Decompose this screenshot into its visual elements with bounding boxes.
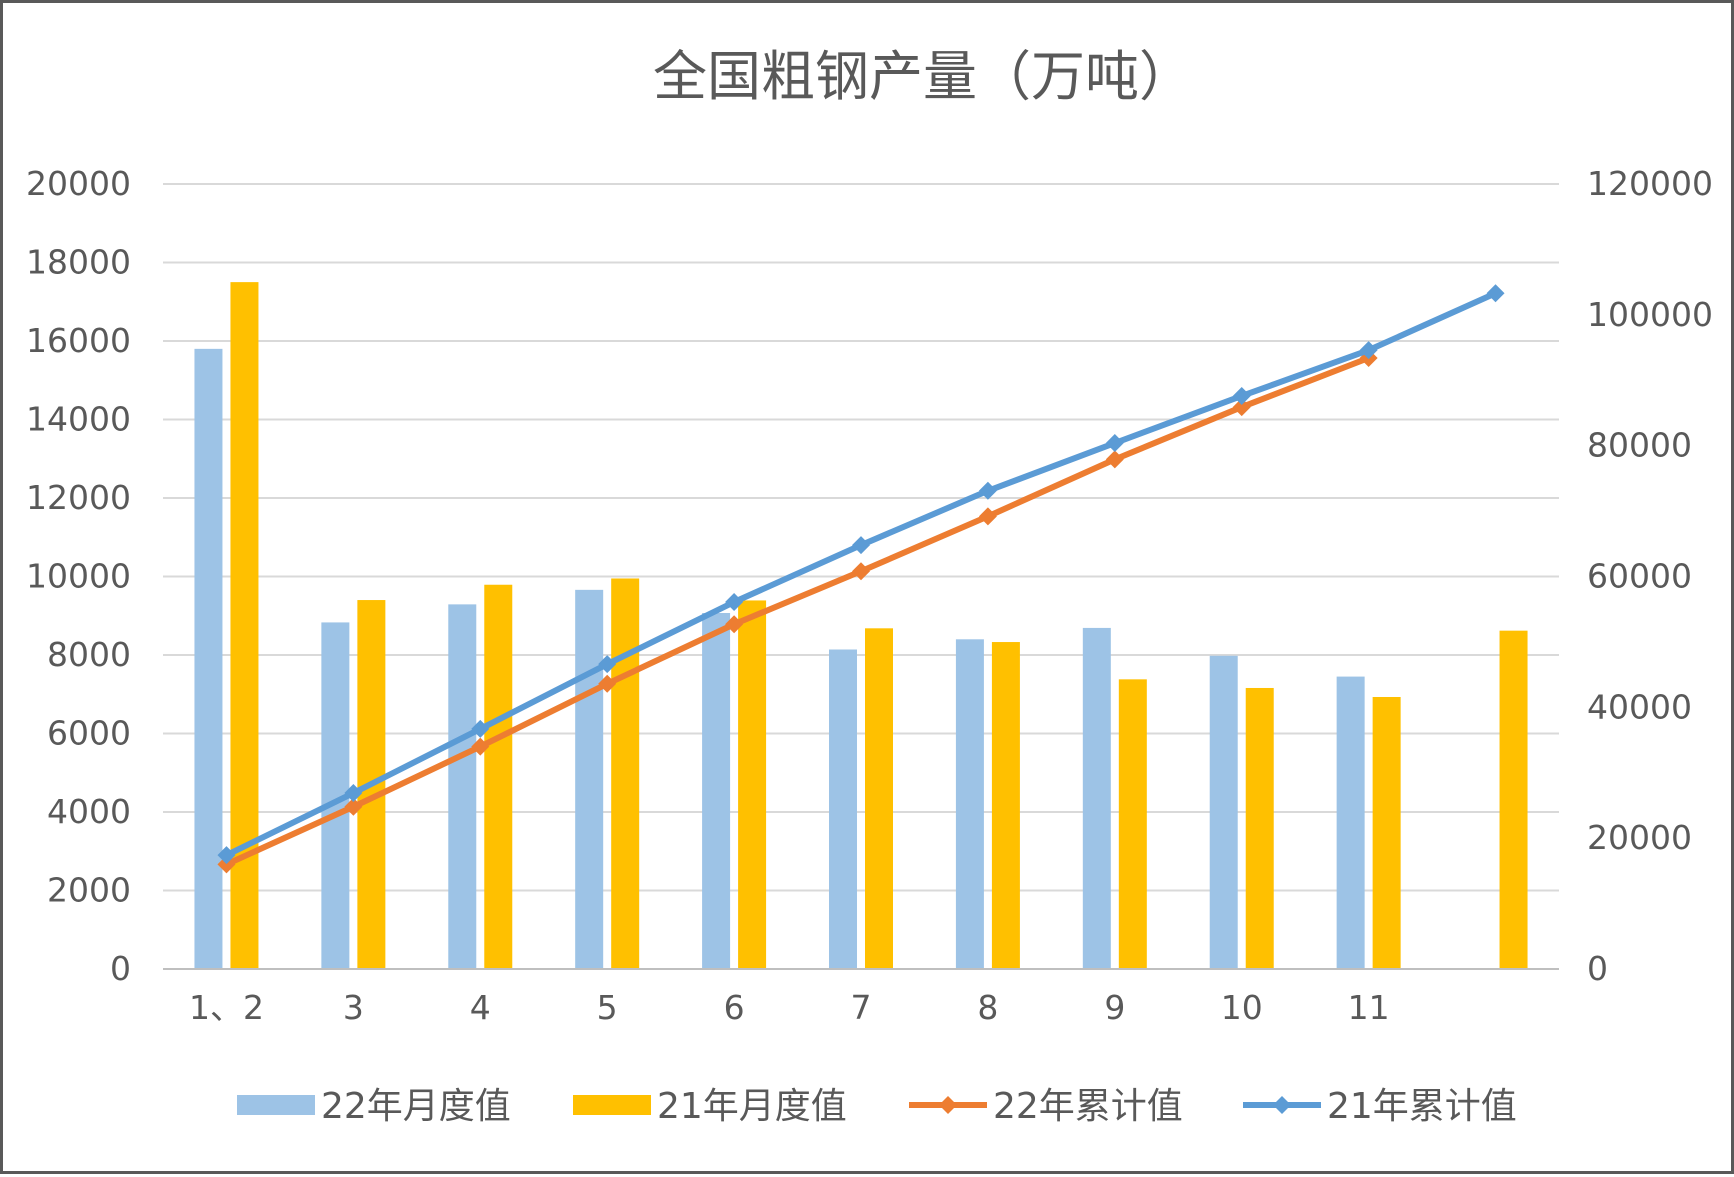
y-left-tick-label: 4000 [47, 792, 131, 831]
line-point [1232, 398, 1251, 417]
steel-output-chart: 全国粗钢产量（万吨） 0 2000 4000 6000 8000 10000 12000 14… [26, 45, 1713, 1127]
legend-swatch [573, 1095, 651, 1115]
y-right-tick-label: 120000 [1587, 164, 1713, 203]
line-series [217, 284, 1505, 874]
bar [738, 600, 767, 969]
bar [230, 282, 259, 969]
line-point [1232, 386, 1251, 405]
x-tick-label: 11 [1348, 988, 1390, 1027]
y-right-tick-label: 40000 [1587, 687, 1692, 726]
bar [702, 613, 731, 969]
y-left-tick-label: 20000 [26, 164, 131, 203]
bar [829, 649, 857, 969]
legend: 22年月度值 21年月度值 22年累计值 21年累计值 [237, 1086, 1517, 1127]
y-left-tick-label: 8000 [47, 635, 131, 674]
bar [1372, 696, 1401, 969]
bar [575, 589, 604, 969]
bar-series [194, 282, 1528, 970]
x-tick-label: 10 [1221, 988, 1263, 1027]
y-left-tick-label: 14000 [26, 400, 131, 439]
line-point [344, 784, 363, 803]
y-right-tick-label: 20000 [1587, 818, 1692, 857]
line-point [1359, 341, 1378, 360]
bar [1336, 676, 1365, 969]
y-right-tick-label: 80000 [1587, 426, 1692, 465]
y-right-tick-label: 60000 [1587, 557, 1692, 596]
bar [1118, 679, 1147, 969]
bar [955, 639, 984, 969]
bar [484, 584, 513, 969]
line-point [598, 655, 617, 674]
x-tick-label: 1、2 [189, 988, 264, 1027]
line-point [978, 481, 997, 500]
chart-title: 全国粗钢产量（万吨） [653, 45, 1193, 108]
line-point [1105, 450, 1124, 469]
line-point [852, 536, 870, 555]
y-left-tick-label: 2000 [47, 871, 131, 910]
line-point [598, 674, 617, 693]
y-left-tick-label: 12000 [26, 478, 131, 517]
series-line [225, 355, 1370, 868]
y-left-tick-label: 16000 [26, 321, 131, 360]
y-left-tick-label: 10000 [26, 557, 131, 596]
bar [194, 348, 223, 970]
x-tick-label: 6 [724, 988, 745, 1027]
legend-label: 21年月度值 [657, 1086, 847, 1127]
line-point [725, 593, 744, 612]
legend-label: 22年累计值 [993, 1086, 1183, 1127]
bar [1499, 630, 1528, 969]
legend-label: 21年累计值 [1327, 1086, 1517, 1127]
bar [1209, 655, 1238, 969]
bar [448, 604, 477, 969]
line-point [344, 797, 363, 816]
line-point [471, 737, 490, 756]
axes: 0 2000 4000 6000 8000 10000 12000 14000 16000 180… [26, 164, 1713, 1027]
line-point [217, 846, 236, 865]
x-tick-label: 8 [977, 988, 998, 1027]
x-tick-label: 4 [470, 988, 491, 1027]
legend-label: 22年月度值 [321, 1086, 511, 1127]
legend-marker [1273, 1096, 1291, 1114]
y-right-tick-label: 0 [1587, 949, 1608, 988]
line-point [725, 615, 744, 634]
y-left-tick-label: 6000 [47, 714, 131, 753]
y-left-tick-label: 0 [110, 949, 131, 988]
x-tick-label: 5 [597, 988, 618, 1027]
y-right-tick-label: 100000 [1587, 295, 1713, 334]
bar [611, 578, 640, 969]
line-point [1486, 284, 1505, 303]
x-tick-label: 3 [343, 988, 364, 1027]
bar [865, 628, 893, 969]
x-tick-label: 9 [1104, 988, 1125, 1027]
bar [991, 642, 1020, 969]
bar [1245, 687, 1274, 969]
line-point [852, 562, 870, 581]
legend-marker [939, 1096, 957, 1114]
line-point [978, 507, 997, 526]
x-tick-label: 7 [851, 988, 872, 1027]
legend-swatch [237, 1095, 315, 1115]
line-point [471, 719, 490, 738]
line-point [217, 855, 236, 874]
line-point [1105, 434, 1124, 453]
bar [1082, 627, 1111, 969]
y-left-tick-label: 18000 [26, 243, 131, 282]
